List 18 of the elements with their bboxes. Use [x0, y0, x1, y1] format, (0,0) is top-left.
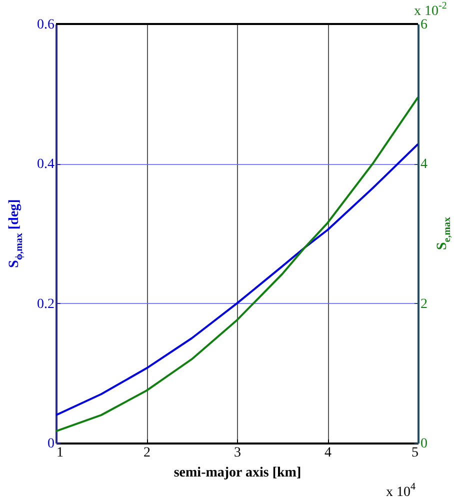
x-tick-label: 2 — [144, 446, 150, 460]
x-tick-label: 3 — [234, 446, 241, 460]
y2-tick-label: 0 — [420, 436, 428, 452]
line-series — [56, 143, 418, 416]
y2-tick-label: 4 — [420, 157, 428, 172]
y2-tick-label: 2 — [420, 296, 428, 312]
y2-tick-label: 6 — [420, 18, 428, 32]
line-series — [56, 96, 418, 432]
x-tick-label: 4 — [324, 446, 332, 460]
y-tick-label: 0.2 — [37, 296, 54, 312]
x-axis-title: semi-major axis [km] — [174, 466, 302, 480]
x-tick-label: 1 — [56, 446, 64, 460]
y2-axis-title: Se,max — [435, 216, 454, 250]
y-tick-label: 0 — [48, 436, 54, 452]
x-tick-label: 5 — [412, 446, 418, 460]
y-tick-label: 0.6 — [37, 18, 54, 32]
y-axis-title: Sϕ,max [deg] — [7, 199, 26, 268]
y-tick-label: 0.4 — [37, 157, 54, 172]
